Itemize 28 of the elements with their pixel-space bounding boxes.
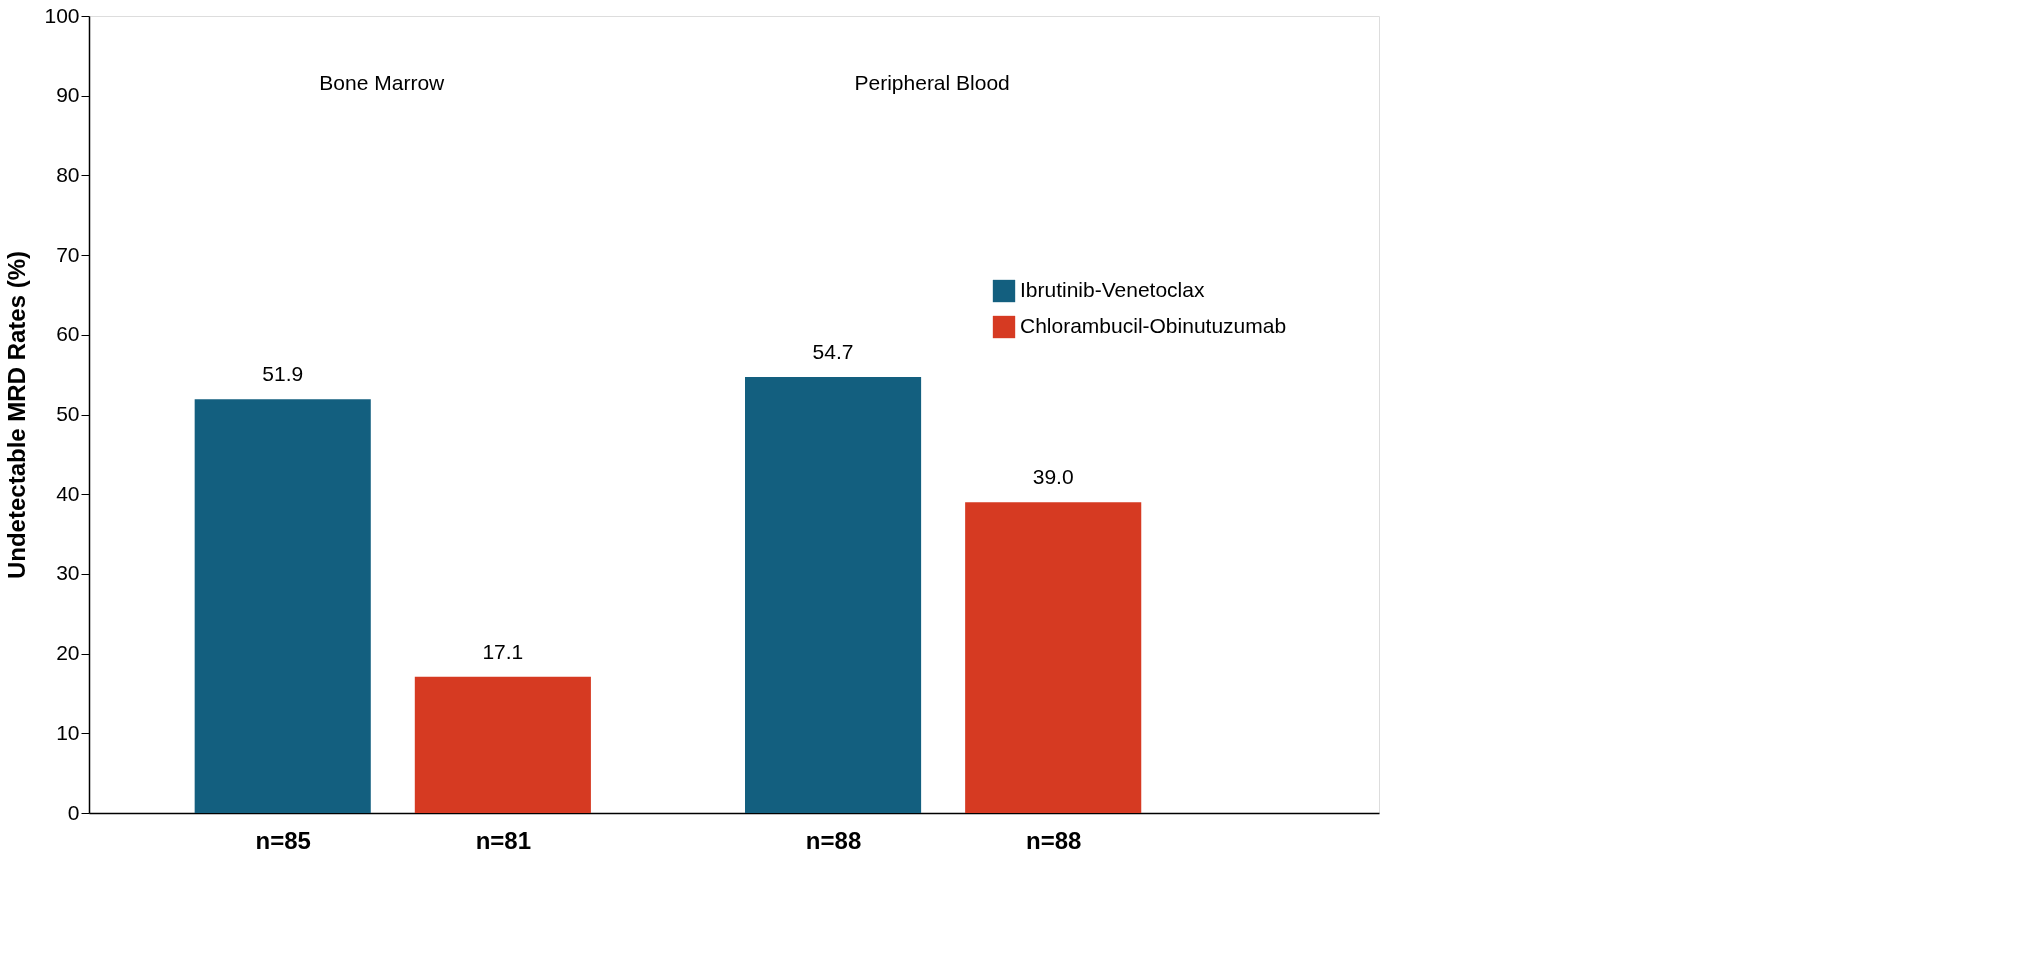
x-tick-label: n=81 — [475, 826, 532, 854]
bar — [965, 502, 1142, 813]
annotation: Bone Marrow — [319, 70, 446, 94]
bar — [745, 377, 922, 813]
bar — [414, 676, 591, 813]
y-tick-label: 60 — [56, 322, 80, 346]
data-label: 54.7 — [812, 340, 854, 364]
data-label: 51.9 — [262, 362, 304, 386]
legend-label: Chlorambucil-Obinutuzumab — [1020, 314, 1287, 338]
data-label: 17.1 — [482, 639, 524, 663]
data-label: 39.0 — [1032, 465, 1074, 489]
legend-label: Ibrutinib-Venetoclax — [1020, 278, 1205, 302]
y-axis-title: Undetectable MRD Rates (%) — [3, 250, 31, 580]
y-tick-label: 0 — [67, 800, 80, 824]
x-tick-label: n=88 — [1026, 826, 1082, 854]
y-tick-label: 10 — [56, 720, 80, 744]
x-tick-label: n=88 — [805, 826, 862, 854]
y-tick-label: 70 — [56, 242, 80, 266]
y-tick-label: 20 — [56, 641, 80, 665]
y-tick-label: 90 — [56, 83, 80, 107]
y-tick-label: 80 — [56, 162, 80, 186]
y-tick-label: 30 — [56, 561, 80, 585]
y-tick-label: 50 — [56, 402, 80, 425]
y-tick-label: 100 — [44, 3, 80, 27]
bar — [194, 399, 371, 813]
x-tick-label: n=85 — [255, 826, 311, 854]
y-tick-label: 40 — [56, 481, 80, 505]
annotation: Peripheral Blood — [854, 70, 1010, 94]
